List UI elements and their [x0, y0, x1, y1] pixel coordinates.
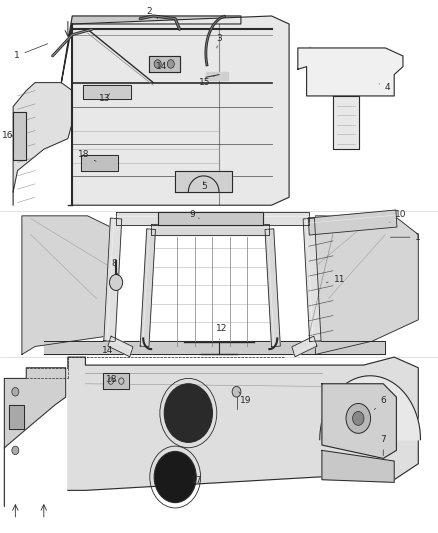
Polygon shape [44, 341, 385, 354]
Polygon shape [81, 155, 118, 171]
Polygon shape [158, 212, 263, 225]
Polygon shape [22, 216, 110, 354]
Polygon shape [140, 229, 155, 347]
Circle shape [232, 386, 241, 397]
Text: 10: 10 [390, 211, 406, 222]
Text: 19: 19 [239, 392, 252, 405]
Polygon shape [303, 218, 321, 342]
Polygon shape [116, 212, 309, 225]
Text: 4: 4 [379, 84, 390, 92]
Text: 5: 5 [201, 181, 207, 191]
Circle shape [346, 403, 371, 433]
Circle shape [353, 411, 364, 425]
Text: 13: 13 [99, 94, 111, 103]
Text: 2: 2 [146, 7, 158, 19]
Polygon shape [9, 405, 24, 429]
Polygon shape [315, 216, 418, 354]
Text: 14: 14 [102, 346, 118, 357]
Text: 14: 14 [156, 62, 168, 71]
Polygon shape [206, 72, 228, 80]
Polygon shape [104, 218, 122, 342]
Polygon shape [13, 112, 26, 160]
Polygon shape [333, 96, 359, 149]
Polygon shape [298, 48, 403, 96]
Polygon shape [61, 16, 241, 83]
Polygon shape [108, 336, 133, 357]
Text: 18: 18 [106, 375, 117, 384]
Polygon shape [308, 210, 397, 235]
Polygon shape [103, 373, 129, 389]
Text: 12: 12 [215, 325, 227, 340]
Polygon shape [72, 16, 289, 205]
Polygon shape [292, 336, 317, 357]
Text: 3: 3 [216, 34, 222, 48]
Text: 11: 11 [326, 275, 345, 284]
Circle shape [154, 451, 196, 503]
Circle shape [154, 60, 161, 68]
Circle shape [110, 274, 123, 290]
Circle shape [164, 384, 212, 442]
Polygon shape [320, 376, 420, 440]
Polygon shape [149, 56, 180, 72]
Polygon shape [151, 224, 269, 235]
Polygon shape [322, 384, 396, 458]
Polygon shape [13, 83, 72, 205]
Polygon shape [322, 450, 394, 482]
Circle shape [12, 387, 19, 396]
Circle shape [167, 60, 174, 68]
Text: 17: 17 [191, 477, 203, 485]
Text: 1: 1 [14, 44, 48, 60]
Text: 1: 1 [390, 233, 421, 241]
Text: 9: 9 [190, 211, 199, 219]
Text: 16: 16 [2, 132, 14, 140]
Text: 18: 18 [78, 150, 96, 161]
Polygon shape [4, 368, 66, 506]
Polygon shape [175, 171, 232, 192]
Text: 15: 15 [199, 76, 215, 87]
Text: 7: 7 [380, 435, 386, 456]
Polygon shape [68, 357, 418, 490]
Text: 8: 8 [111, 259, 118, 276]
Text: 6: 6 [374, 397, 386, 409]
Polygon shape [265, 229, 280, 347]
Circle shape [12, 446, 19, 455]
Polygon shape [83, 85, 131, 99]
Text: 17: 17 [195, 402, 206, 410]
